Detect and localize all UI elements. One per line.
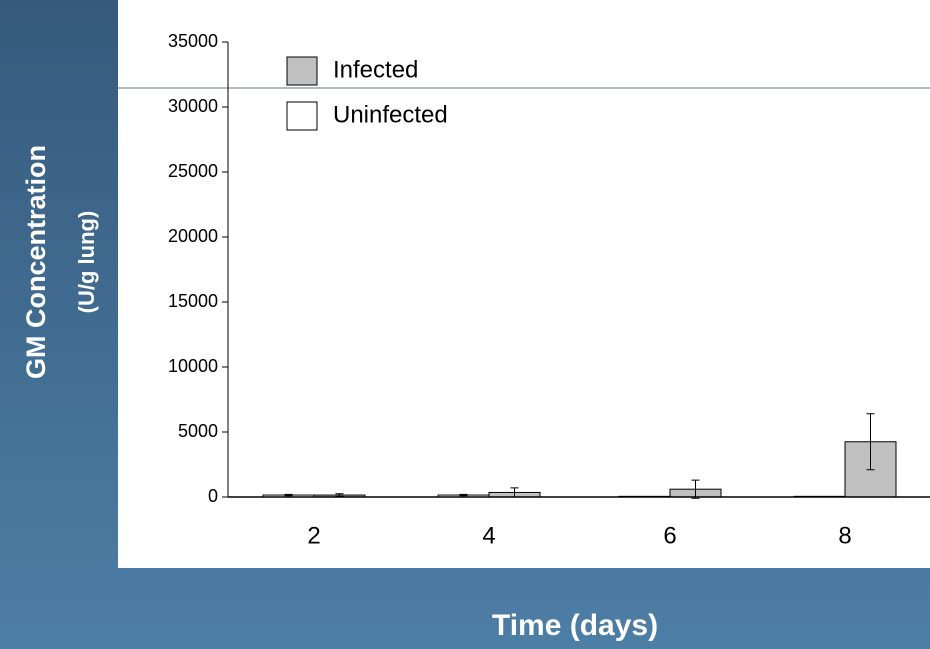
y-tick-label: 35000 bbox=[168, 31, 218, 51]
y-tick-label: 30000 bbox=[168, 96, 218, 116]
x-tick-label: 8 bbox=[838, 522, 851, 549]
y-axis-title: GM Concentration bbox=[21, 145, 51, 379]
y-tick-label: 20000 bbox=[168, 226, 218, 246]
error-bar bbox=[284, 493, 293, 497]
error-bar bbox=[691, 479, 700, 499]
error-bar bbox=[459, 493, 468, 497]
y-tick-label: 5000 bbox=[178, 421, 218, 441]
y-tick-label: 25000 bbox=[168, 161, 218, 181]
x-tick-label: 6 bbox=[663, 522, 676, 549]
y-tick-label: 15000 bbox=[168, 291, 218, 311]
y-axis-subtitle: (U/g lung) bbox=[74, 211, 99, 314]
y-tick-label: 0 bbox=[208, 486, 218, 506]
legend-swatch bbox=[286, 56, 318, 86]
y-tick-label: 10000 bbox=[168, 356, 218, 376]
plot-panel bbox=[118, 0, 930, 568]
x-axis-title: Time (days) bbox=[492, 609, 658, 642]
legend-swatch bbox=[286, 101, 318, 131]
x-tick-label: 2 bbox=[307, 522, 320, 549]
x-tick-label: 4 bbox=[482, 522, 495, 549]
legend-label: Infected bbox=[333, 56, 418, 83]
legend-label: Uninfected bbox=[333, 101, 448, 128]
error-bar bbox=[866, 413, 875, 471]
